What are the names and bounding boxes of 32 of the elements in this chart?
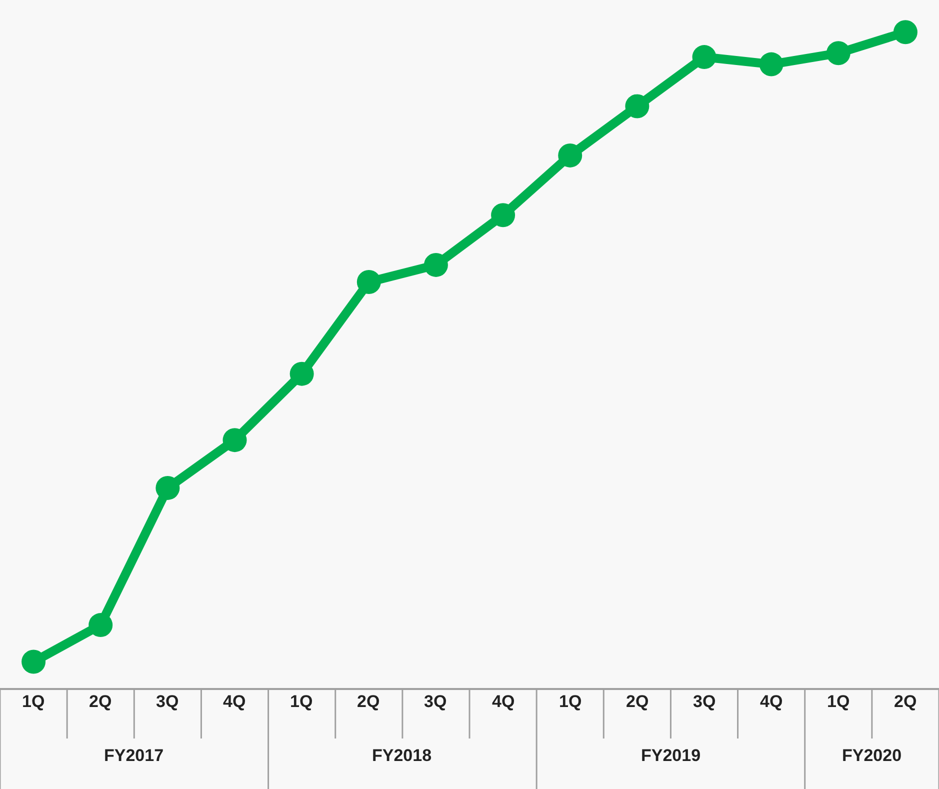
point [290,362,314,386]
x-tick-label: 3Q [156,692,179,711]
point [491,203,516,228]
point [222,428,247,452]
x-tick-label: 2Q [894,692,917,711]
x-tick-label: 1Q [559,692,582,711]
x-tick-label: 4Q [760,692,783,711]
point [356,270,381,294]
x-tick-label: 4Q [492,692,515,711]
x-tick-label: 2Q [357,692,380,711]
point [88,613,113,638]
x-tick-label: 4Q [223,692,246,711]
text: FY2017 [104,746,164,765]
point [893,20,918,44]
text: FY2018 [372,746,432,765]
x-tick-label: 2Q [626,692,649,711]
x-tick-label: 3Q [693,692,716,711]
x-tick-label: 3Q [424,692,447,711]
x-tick-label: 1Q [827,692,850,711]
point [156,476,180,500]
point [692,45,716,70]
text: FY2019 [641,746,701,765]
x-tick-label: 1Q [22,692,45,711]
text: FY2020 [842,746,902,765]
point [759,52,784,76]
point [558,143,582,168]
point [22,650,46,674]
x-tick-label: 1Q [290,692,313,711]
point [625,94,650,118]
point [826,41,850,66]
point [424,252,448,277]
x-tick-label: 2Q [89,692,112,711]
